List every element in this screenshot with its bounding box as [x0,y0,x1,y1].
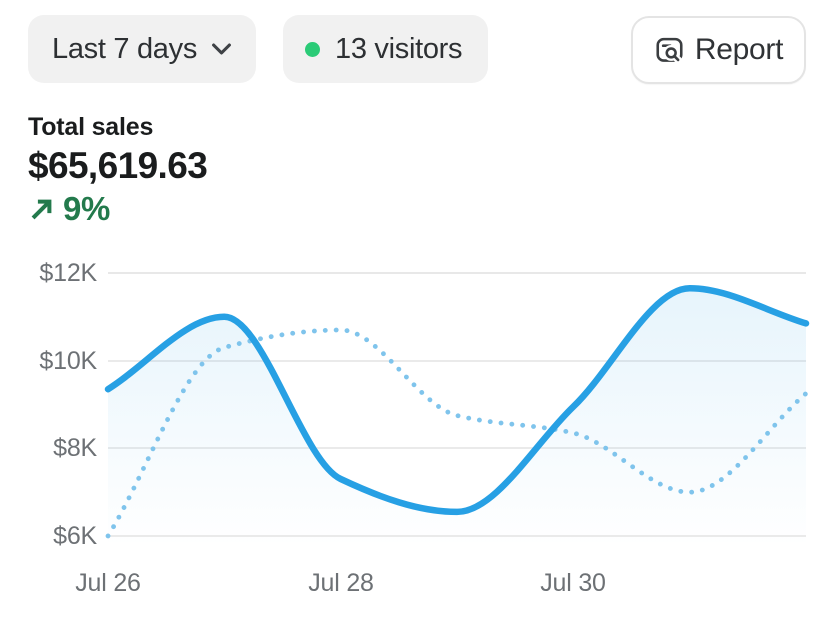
date-range-button[interactable]: Last 7 days [28,15,257,83]
metric-title: Total sales [28,113,154,141]
chevron-down-icon [211,42,232,56]
live-dot-icon [305,41,320,57]
trend-up-icon [28,196,55,223]
y-axis-label: $8K [53,434,97,462]
metric-value: $65,619.63 [28,145,208,186]
line-previous-period [105,327,809,539]
metric-change: 9% [28,191,207,227]
y-axis-label: $10K [39,347,97,375]
date-range-label: Last 7 days [52,32,198,65]
report-icon [654,35,685,66]
y-axis-label: $6K [53,522,97,550]
y-axis-label: $12K [39,259,97,287]
visitors-badge[interactable]: 13 visitors [283,15,489,83]
x-axis-label: Jul 26 [75,569,141,597]
area-fill-current-period [108,288,806,547]
sales-chart-plot[interactable] [0,245,832,619]
sales-chart: $12K $10K $8K $6K Jul 26 Jul 28 Jul 30 [0,245,832,619]
metric-change-value: 9% [63,190,111,227]
visitors-count-label: 13 visitors [335,32,463,65]
report-button[interactable]: Report [631,16,806,84]
report-label: Report [694,33,784,66]
x-axis-label: Jul 28 [308,569,374,597]
x-axis-label: Jul 30 [540,569,606,597]
line-current-period [104,285,810,516]
total-sales-metric: Total sales $65,619.63 9% [28,112,208,227]
